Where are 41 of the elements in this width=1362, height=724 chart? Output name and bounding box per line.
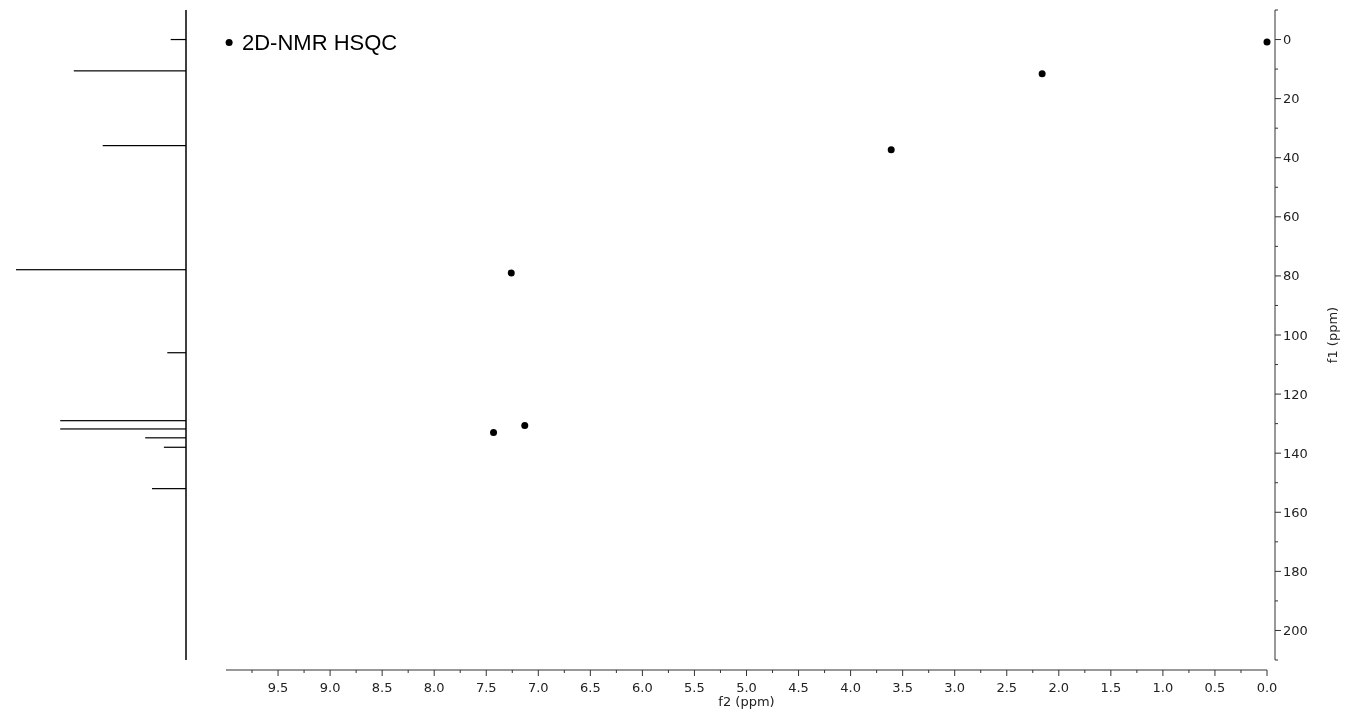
point [1038, 70, 1046, 78]
x-tick-label: 8.5 [371, 680, 393, 695]
point [490, 429, 498, 436]
x-tick-label: 2.5 [996, 680, 1018, 695]
y-tick-label: 20 [1283, 91, 1300, 107]
y-tick-label: 0 [1283, 32, 1292, 48]
y-tick-label: 160 [1283, 504, 1308, 520]
y-tick-label: 80 [1283, 268, 1300, 284]
x-tick-label: 3.0 [944, 680, 966, 695]
x-tick-label: 1.0 [1152, 680, 1174, 695]
x-tick-label: 5.5 [684, 680, 705, 695]
x-tick-label: 0.0 [1256, 680, 1278, 695]
y-axis-title: f1 (ppm) [1325, 306, 1340, 364]
y-tick-label: 120 [1283, 386, 1308, 402]
y-tick-label: 180 [1283, 563, 1308, 579]
point [507, 269, 515, 277]
point [887, 146, 895, 154]
y-tick-label: 100 [1283, 327, 1308, 343]
x-tick-label: 0.5 [1204, 680, 1226, 695]
x-tick-label: 4.5 [788, 680, 809, 695]
x-tick-label: 6.5 [580, 680, 601, 695]
y-tick-label: 140 [1283, 445, 1308, 461]
text: 2D-NMR HSQC [242, 30, 398, 55]
x-tick-label: 1.5 [1100, 680, 1122, 695]
x-tick-label: 3.5 [892, 680, 913, 695]
x-tick-label: 5.0 [736, 680, 757, 695]
x-tick-label: 8.0 [423, 680, 445, 695]
x-tick-label: 2.0 [1048, 680, 1070, 695]
point [225, 39, 233, 46]
x-tick-label: 7.0 [527, 680, 549, 695]
x-tick-label: 9.5 [267, 680, 289, 695]
y-tick-label: 200 [1283, 623, 1308, 638]
x-tick-label: 7.5 [475, 680, 497, 695]
x-axis-title: f2 (ppm) [718, 694, 775, 709]
point [521, 421, 529, 429]
y-tick-label: 60 [1283, 209, 1300, 225]
x-tick-label: 4.0 [840, 680, 861, 695]
x-tick-label: 6.0 [632, 680, 653, 695]
y-tick-label: 40 [1283, 150, 1300, 166]
x-tick-label: 9.0 [319, 680, 341, 695]
point [1263, 38, 1271, 46]
